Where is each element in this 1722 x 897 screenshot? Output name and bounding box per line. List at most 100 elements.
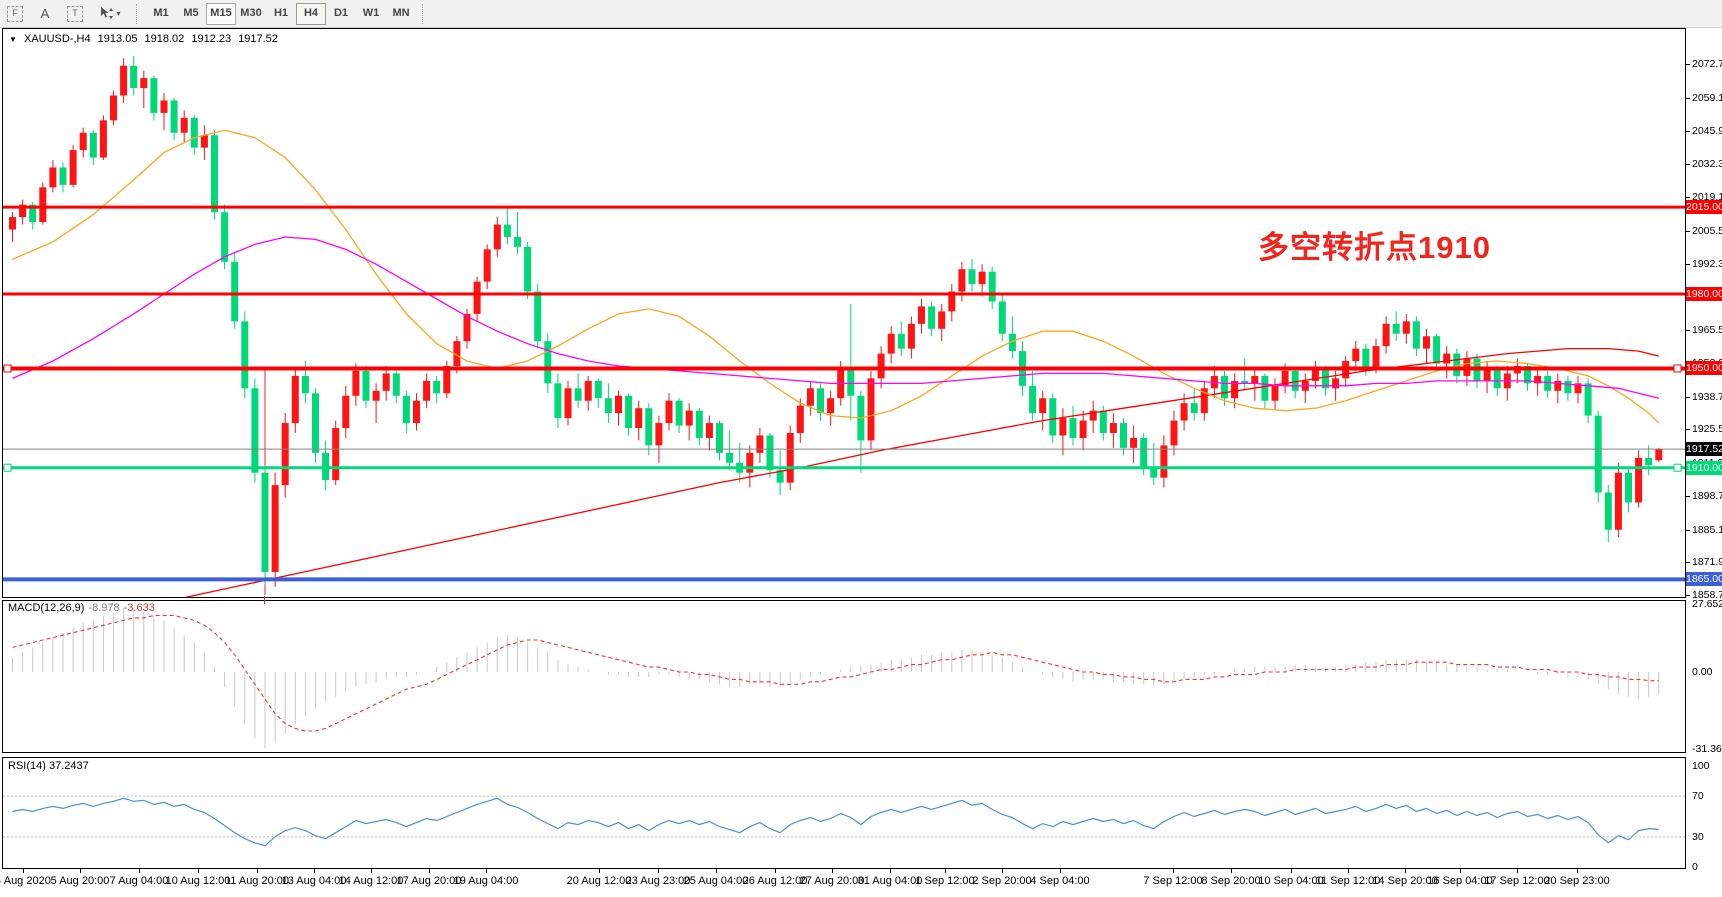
date-tick-label: 23 Aug 23:00 xyxy=(625,875,691,887)
price-tick-label: 2019.10 xyxy=(1692,191,1722,203)
macd-axis-label: 27.652 xyxy=(1692,598,1722,611)
cursor-tool-button[interactable]: ▾ xyxy=(92,2,128,25)
timeframe-button-w1[interactable]: W1 xyxy=(362,6,380,19)
vertical-line-marker[interactable] xyxy=(264,596,265,604)
date-tick-label: 17 Aug 20:00 xyxy=(396,875,462,887)
timeframe-button-mn[interactable]: MN xyxy=(392,6,410,19)
date-tick-label: 31 Aug 04:00 xyxy=(857,875,923,887)
price-tick-label: 1992.30 xyxy=(1692,257,1722,270)
text-label-tool-button[interactable]: A xyxy=(32,2,58,25)
date-tick-label: 4 Sep 04:00 xyxy=(1030,875,1090,887)
price-tick-mark xyxy=(1686,595,1690,597)
chart-grid-icon: F xyxy=(7,5,23,22)
price-tick-label: 2005.50 xyxy=(1692,224,1722,237)
price-tick-label: 1925.50 xyxy=(1692,423,1722,436)
price-tick-mark xyxy=(1686,197,1690,198)
chart-annotation-text: 多空转折点1910 xyxy=(1258,230,1491,265)
date-tick-label: 7 Sep 12:00 xyxy=(1143,875,1203,887)
price-tick-mark xyxy=(1686,495,1690,497)
date-tick-label: 4 Aug 2020 xyxy=(0,875,51,887)
date-tick-label: 1 Sep 12:00 xyxy=(915,875,975,887)
date-tick-label: 25 Aug 04:00 xyxy=(683,875,749,887)
price-level-badge: 1950.00 xyxy=(1686,361,1722,376)
date-tick-label: 20 Sep 23:00 xyxy=(1544,875,1610,887)
date-tick-label: 8 Sep 20:00 xyxy=(1201,875,1261,887)
price-level-badge: 1865.00 xyxy=(1686,572,1722,587)
date-tick-label: 10 Sep 04:00 xyxy=(1258,875,1324,887)
low-value: 1912.23 xyxy=(191,33,232,45)
date-tick-label: 13 Aug 04:00 xyxy=(281,875,347,887)
price-tick-label: 1885.10 xyxy=(1692,523,1722,536)
price-tick-label: 2059.10 xyxy=(1692,91,1722,104)
price-level-badge: 1980.00 xyxy=(1686,287,1722,302)
date-tick-label: 11 Sep 12:00 xyxy=(1315,875,1381,887)
price-level-badge: 1910.00 xyxy=(1686,460,1722,475)
macd-main-value: -8.978 xyxy=(88,602,120,614)
chevron-down-icon: ▾ xyxy=(116,9,121,18)
price-tick-mark xyxy=(1686,529,1690,531)
chart-grid-tool-button[interactable]: F xyxy=(2,2,28,25)
date-tick-label: 16 Sep 04:00 xyxy=(1427,875,1493,887)
macd-axis-label: -31.361 xyxy=(1692,743,1722,756)
rsi-label: RSI(14) 37.2437 xyxy=(8,760,89,772)
macd-axis-label: 0.00 xyxy=(1692,666,1713,678)
date-tick-label: 2 Sep 20:00 xyxy=(972,875,1032,887)
cursor-arrows-icon xyxy=(101,7,114,19)
symbol-label: XAUUSD-,H4 xyxy=(23,33,91,45)
timeframe-buttons: M1 M5 M15 M30 H1 H4 D1 W1 MN xyxy=(146,2,416,25)
date-tick-label: 17 Sep 12:00 xyxy=(1484,875,1550,887)
timeframe-button-m1[interactable]: M1 xyxy=(153,6,169,19)
price-tick-mark xyxy=(1686,230,1690,232)
rsi-name: RSI(14) 37.2437 xyxy=(8,760,89,772)
price-tick-mark xyxy=(1686,64,1690,65)
rsi-axis-label: 70 xyxy=(1692,790,1704,803)
timeframe-button-h4[interactable]: H4 xyxy=(296,2,326,25)
timeframe-button-m5[interactable]: M5 xyxy=(183,6,199,19)
text-box-icon: T xyxy=(67,5,83,22)
date-tick-label: 14 Sep 20:00 xyxy=(1372,875,1438,887)
timeframe-button-h1[interactable]: H1 xyxy=(273,6,289,19)
rsi-axis-label: 30 xyxy=(1692,830,1704,843)
macd-chart xyxy=(12,608,1660,749)
price-tick-mark xyxy=(1686,396,1690,398)
price-tick-mark xyxy=(1686,164,1690,166)
date-tick-label: 27 Aug 20:00 xyxy=(799,875,865,887)
macd-pane[interactable] xyxy=(2,600,1686,753)
price-tick-label: 1871.90 xyxy=(1692,556,1722,569)
date-tick-label: 11 Aug 20:00 xyxy=(224,875,290,887)
timeframe-button-m15[interactable]: M15 xyxy=(206,2,236,25)
price-tick-label: 1938.70 xyxy=(1692,390,1722,403)
toolbar-separator xyxy=(136,3,142,24)
timeframe-button-m30[interactable]: M30 xyxy=(240,6,262,19)
price-tick-label: 1952.30 xyxy=(1692,356,1722,369)
price-tick-label: 1858.70 xyxy=(1692,589,1722,602)
price-tick-mark xyxy=(1686,562,1690,564)
price-tick-label: 2045.90 xyxy=(1692,124,1722,137)
price-tick-mark xyxy=(1686,330,1690,331)
price-tick-mark xyxy=(1686,429,1690,431)
price-tick-label: 1898.70 xyxy=(1692,489,1722,502)
symbol-header: ▼ XAUUSD-,H4 1913.05 1918.02 1912.23 191… xyxy=(9,33,282,45)
price-tick-label: 1965.50 xyxy=(1692,324,1722,336)
current-price-badge: 1917.52 xyxy=(1686,442,1722,457)
high-value: 1918.02 xyxy=(144,33,185,45)
timeframe-button-d1[interactable]: D1 xyxy=(333,6,349,19)
date-tick-label: 14 Aug 12:00 xyxy=(338,875,404,887)
open-value: 1913.05 xyxy=(97,33,138,45)
date-tick-label: 10 Aug 12:00 xyxy=(165,875,231,887)
price-tick-mark xyxy=(1686,97,1690,99)
toolbar: F A T ▾ M1 M5 M15 M30 H1 H4 D1 W1 MN xyxy=(0,0,1722,28)
price-tick-label: 2072.70 xyxy=(1692,58,1722,70)
date-tick-label: 7 Aug 04:00 xyxy=(109,875,169,887)
price-chart-pane[interactable] xyxy=(2,28,1686,605)
collapse-triangle-icon[interactable]: ▼ xyxy=(9,35,17,44)
macd-label: MACD(12,26,9) -8.978 -3.633 xyxy=(8,602,155,614)
toolbar-separator xyxy=(422,3,428,24)
text-box-tool-button[interactable]: T xyxy=(62,2,88,25)
date-tick-label: 19 Aug 04:00 xyxy=(453,875,519,887)
rsi-pane[interactable] xyxy=(2,757,1686,869)
date-tick-label: 5 Aug 20:00 xyxy=(50,875,110,887)
macd-name: MACD(12,26,9) xyxy=(8,602,85,614)
date-tick-label: 26 Aug 12:00 xyxy=(742,875,808,887)
